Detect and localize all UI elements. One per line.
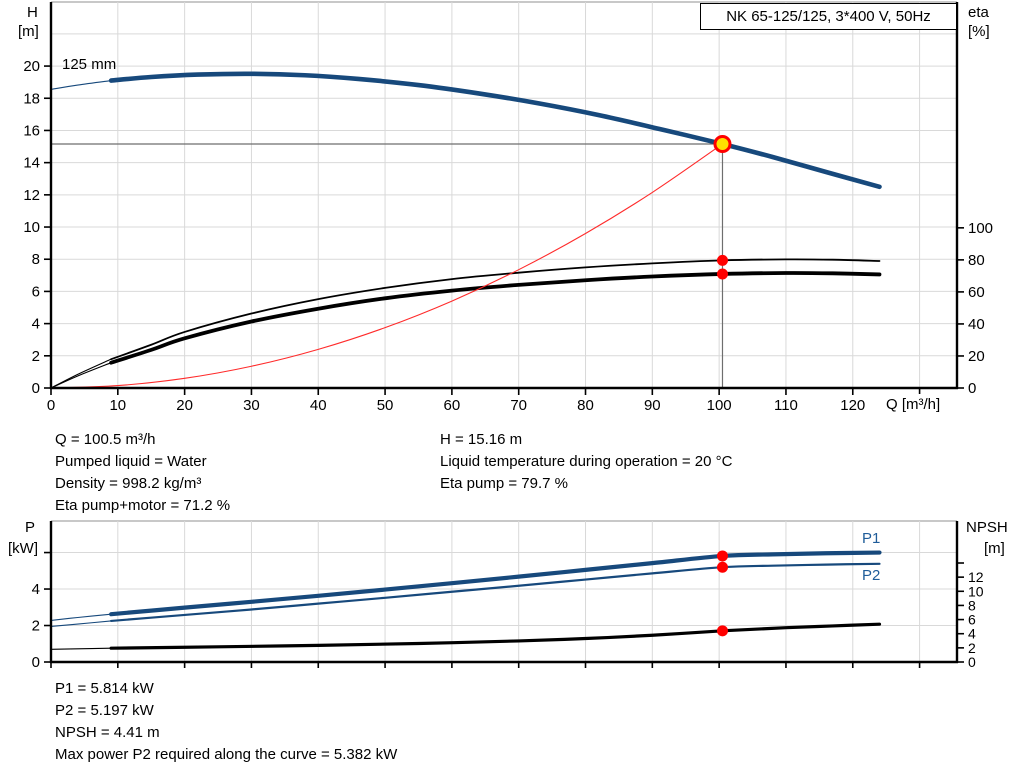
curve-p2 — [50, 620, 112, 627]
curve-p2 — [110, 562, 881, 623]
top-curves — [50, 71, 882, 389]
p1-series-label: P1 — [862, 530, 881, 547]
info-h: H = 15.16 m — [440, 431, 523, 448]
curve-npsh — [50, 647, 112, 650]
x-tick-label: 70 — [510, 397, 527, 414]
top-ticks: 0 10 20 30 40 50 60 70 80 90 100 110 120 0 2 4 6 8 10 12 14 1… — [23, 58, 993, 414]
duty-dot-marker — [716, 550, 728, 562]
y-left-tick-label: 20 — [23, 58, 40, 75]
y-left-tick-label: 0 — [32, 654, 40, 671]
x-tick-label: 90 — [644, 397, 661, 414]
y-right-tick-label: 6 — [968, 612, 976, 628]
curve-eta-pump — [110, 258, 881, 361]
y-right-tick-label: 80 — [968, 252, 985, 269]
info-pumped-liquid: Pumped liquid = Water — [55, 453, 207, 470]
x-tick-label: 0 — [47, 397, 55, 414]
duty-dot-marker — [716, 625, 728, 637]
x-tick-label: 20 — [176, 397, 193, 414]
npsh-axis-unit: [m] — [984, 540, 1005, 557]
y-right-tick-label: 12 — [968, 569, 984, 585]
curve-system-curve — [50, 143, 724, 389]
y-right-tick-label: 60 — [968, 284, 985, 301]
info-npsh: NPSH = 4.41 m — [55, 724, 160, 741]
p-axis-unit: [kW] — [8, 540, 38, 557]
p-axis-label: P — [25, 519, 36, 536]
curve-p1 — [50, 613, 112, 621]
bottom-markers — [716, 550, 728, 637]
bottom-curves — [50, 550, 882, 650]
top-chart: 0 10 20 30 40 50 60 70 80 90 100 110 120 0 2 4 6 8 10 12 14 1… — [23, 1, 993, 414]
eta-axis-label: eta — [968, 4, 989, 21]
power-info-column: P1 = 5.814 kW P2 = 5.197 kW NPSH = 4.41 … — [55, 678, 397, 766]
x-tick-label: 120 — [840, 397, 865, 414]
duty-info-right-column: H = 15.16 m Liquid temperature during op… — [440, 429, 732, 495]
y-right-tick-label: 0 — [968, 380, 976, 397]
y-left-tick-label: 0 — [32, 380, 40, 397]
x-tick-label: 60 — [444, 397, 461, 414]
y-right-tick-label: 0 — [968, 654, 976, 670]
info-density: Density = 998.2 kg/m³ — [55, 475, 202, 492]
info-p1: P1 = 5.814 kW — [55, 680, 154, 697]
curve-eta-pump-motor — [109, 271, 882, 365]
top-guides — [51, 143, 724, 388]
info-eta-pump-motor: Eta pump+motor = 71.2 % — [55, 497, 231, 514]
y-right-tick-label: 2 — [968, 640, 976, 656]
y-right-tick-label: 20 — [968, 348, 985, 365]
y-left-tick-label: 4 — [32, 581, 40, 598]
y-left-tick-label: 2 — [32, 618, 40, 635]
y-left-tick-label: 12 — [23, 187, 40, 204]
duty-dot-marker — [716, 268, 728, 280]
y-left-tick-label: 14 — [23, 155, 40, 172]
impeller-size-label: 125 mm — [62, 56, 117, 73]
y-left-tick-label: 16 — [23, 122, 40, 139]
y-right-tick-label: 8 — [968, 597, 976, 613]
curve-eta-pump-motor — [50, 362, 112, 389]
curve-p1 — [109, 550, 882, 617]
eta-axis-unit: [%] — [968, 23, 990, 40]
pump-title-text: NK 65-125/125, 3*400 V, 50Hz — [726, 8, 931, 25]
x-tick-label: 50 — [377, 397, 394, 414]
top-markers — [713, 134, 732, 280]
npsh-axis-label: NPSH — [966, 519, 1008, 536]
curve-head-125mm — [50, 79, 112, 91]
x-tick-label: 30 — [243, 397, 260, 414]
duty-dot-marker — [716, 254, 728, 266]
y-left-tick-label: 2 — [32, 348, 40, 365]
h-axis-label: H — [27, 4, 38, 21]
p2-series-label: P2 — [862, 567, 881, 584]
duty-dot-marker — [716, 561, 728, 573]
curve-npsh — [109, 622, 882, 650]
h-axis-unit: [m] — [18, 23, 39, 40]
duty-info-left-column: Q = 100.5 m³/h Pumped liquid = Water Den… — [55, 429, 230, 517]
y-left-tick-label: 4 — [32, 316, 40, 333]
y-left-tick-label: 6 — [32, 283, 40, 300]
x-tick-label: 40 — [310, 397, 327, 414]
y-right-tick-label: 40 — [968, 316, 985, 333]
y-right-tick-label: 100 — [968, 220, 993, 237]
x-tick-label: 110 — [774, 397, 798, 414]
top-grid — [51, 2, 957, 388]
y-left-tick-label: 10 — [23, 219, 40, 236]
info-p2: P2 = 5.197 kW — [55, 702, 154, 719]
y-right-tick-label: 10 — [968, 583, 984, 599]
curve-head-125mm — [108, 71, 882, 190]
info-eta-pump: Eta pump = 79.7 % — [440, 475, 568, 492]
y-left-tick-label: 8 — [32, 251, 40, 268]
info-liquid-temperature: Liquid temperature during operation = 20… — [440, 453, 733, 470]
y-left-tick-label: 18 — [23, 90, 40, 107]
y-right-tick-label: 4 — [968, 626, 976, 642]
info-q: Q = 100.5 m³/h — [55, 431, 156, 448]
q-axis-label: Q [m³/h] — [886, 396, 941, 413]
pump-title-box: NK 65-125/125, 3*400 V, 50Hz — [700, 3, 957, 30]
info-max-power: Max power P2 required along the curve = … — [55, 746, 398, 763]
x-tick-label: 100 — [707, 397, 732, 414]
duty-point-marker — [713, 134, 732, 153]
x-tick-label: 80 — [577, 397, 594, 414]
x-tick-label: 10 — [109, 397, 126, 414]
